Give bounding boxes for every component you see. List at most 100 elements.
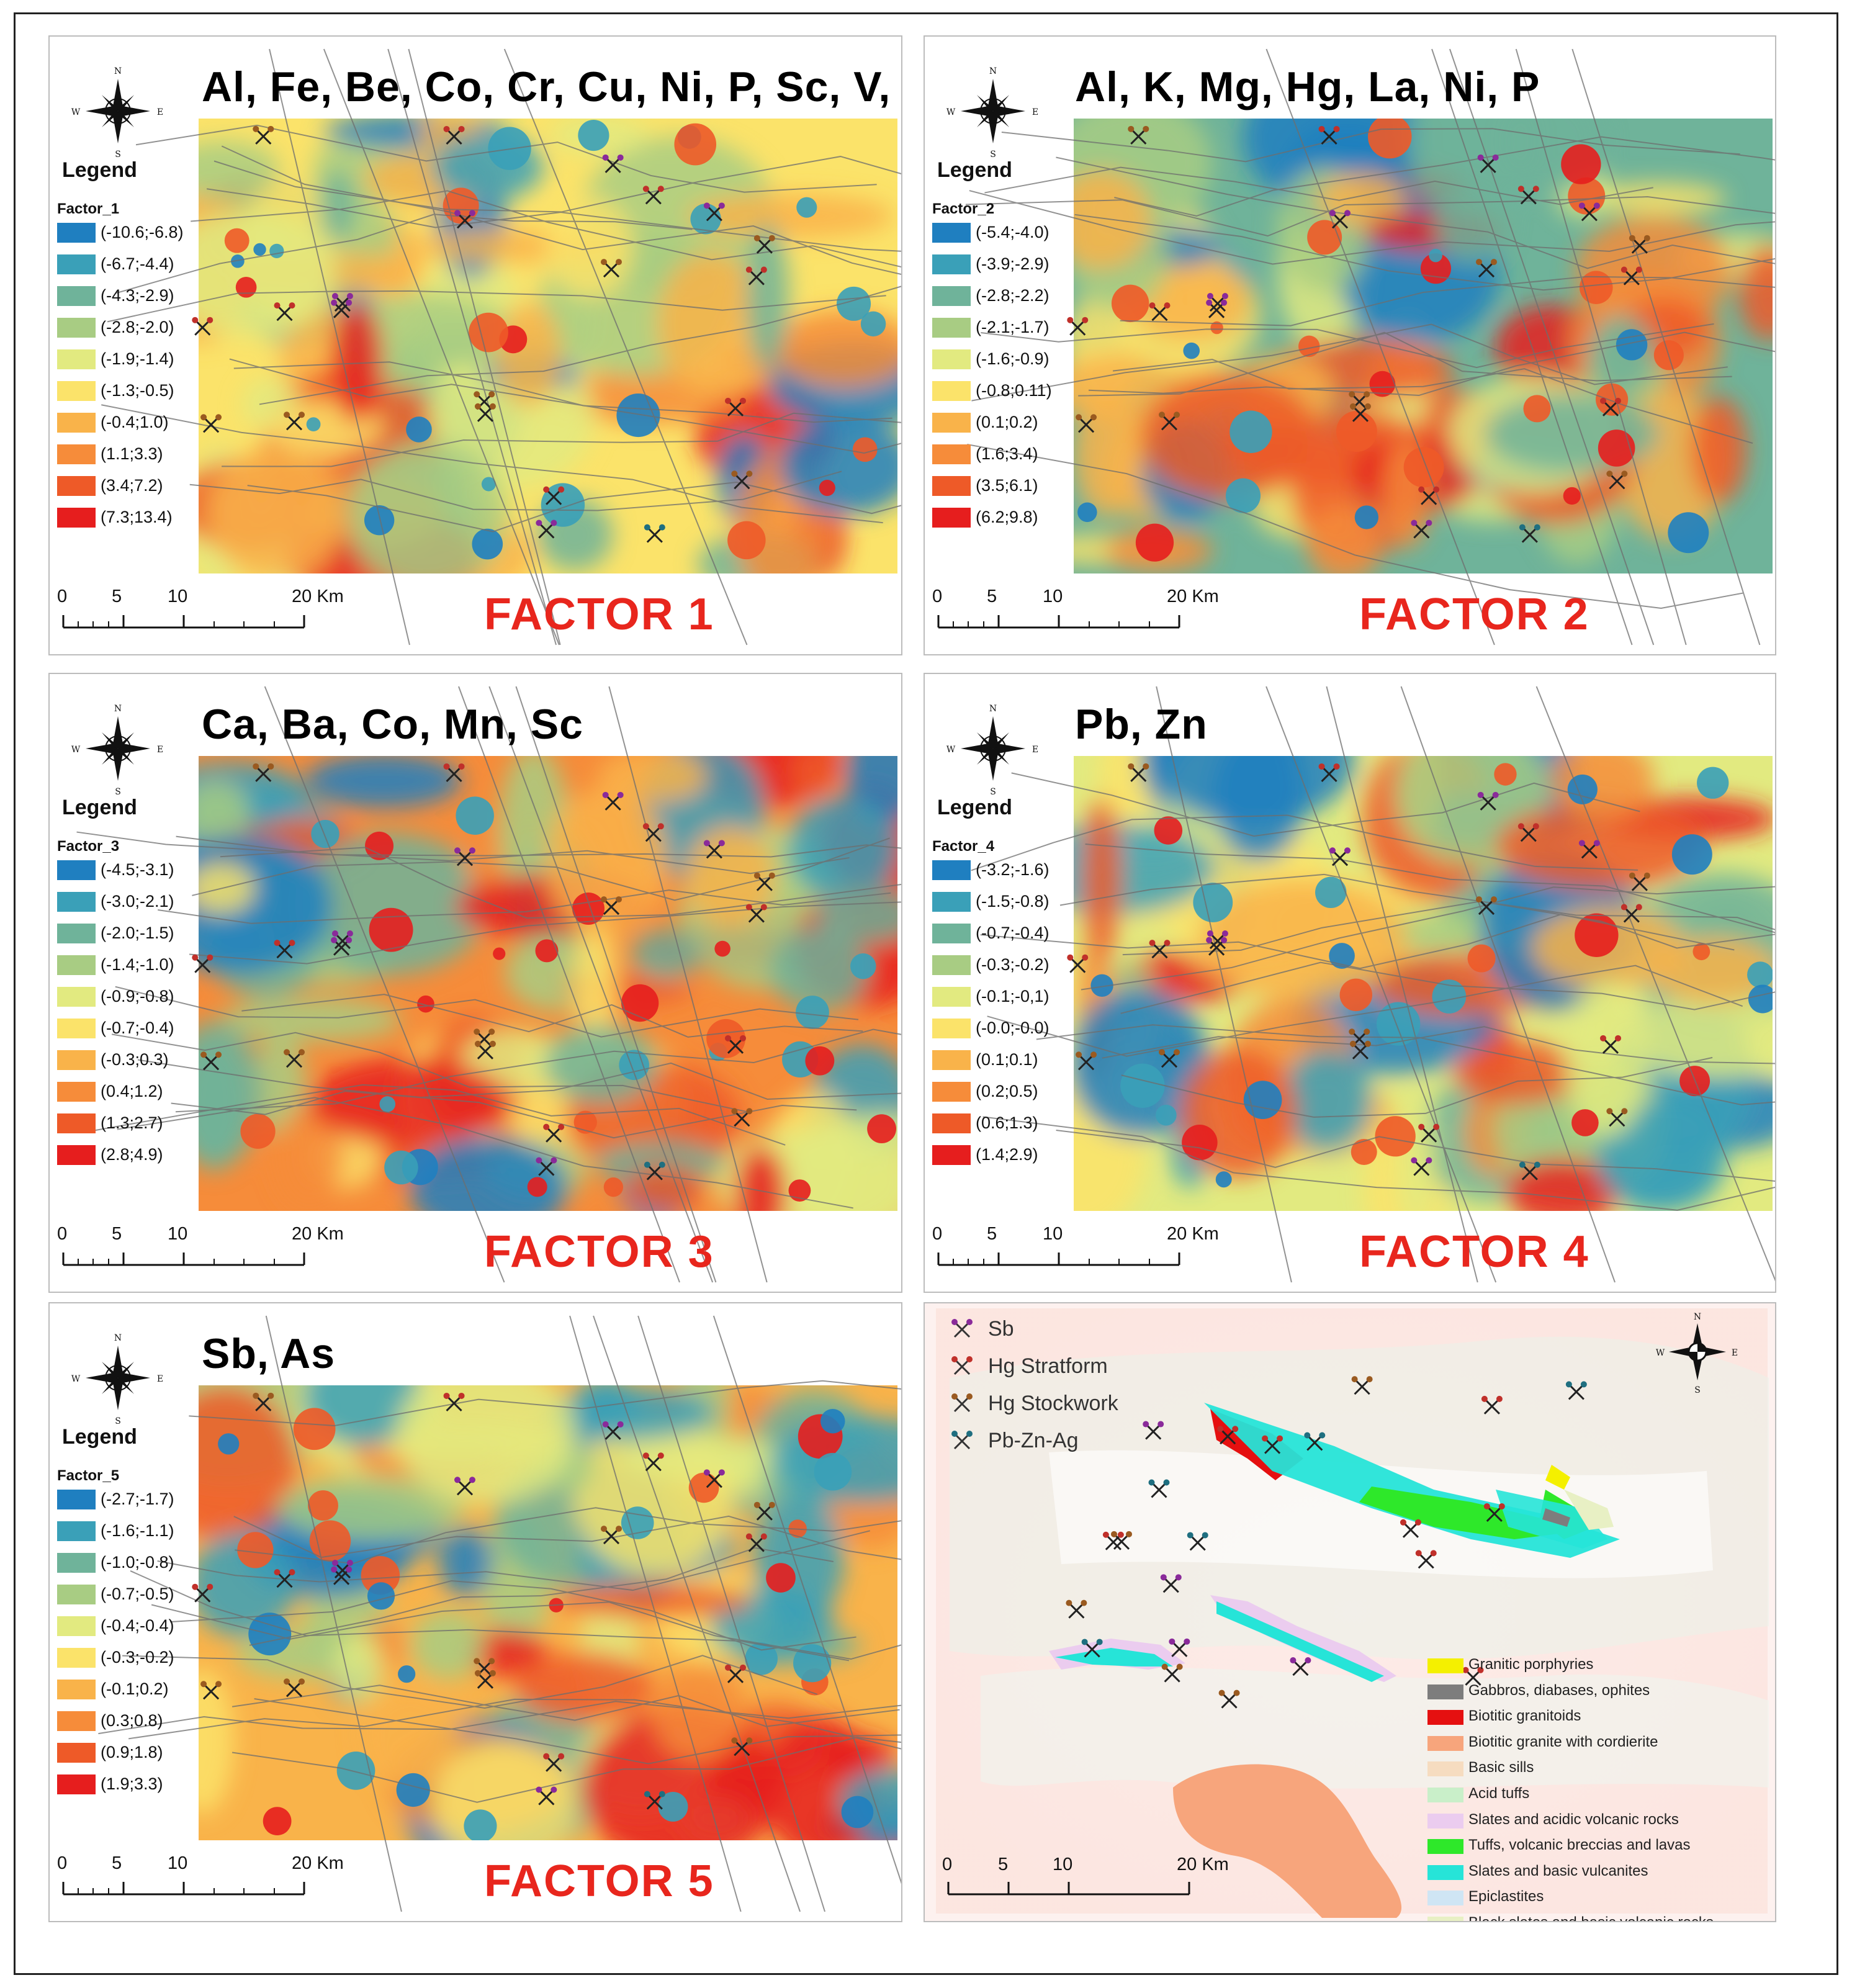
legend-class-row: (0.1;0.2) <box>932 412 1081 435</box>
legend-class-row: (-3.9;-2.9) <box>932 253 1081 277</box>
mine-marker <box>1565 1381 1587 1400</box>
legend-class-row: (-1.4;-1.0) <box>57 954 206 978</box>
factor-1-elements-title: Al, Fe, Be, Co, Cr, Cu, Ni, P, Sc, V, Zn <box>202 63 902 110</box>
legend-swatch <box>57 1019 96 1038</box>
mine-marker <box>642 1452 664 1472</box>
factor-5-label: FACTOR 5 <box>484 1856 714 1906</box>
geology-map-background: N S W E <box>925 1303 1775 1921</box>
mine-marker <box>1411 1157 1432 1176</box>
scale-bar-ruler <box>62 1882 305 1896</box>
mine-marker <box>1290 1657 1311 1676</box>
legend-swatch <box>932 286 971 306</box>
scale-bar-label: 5 <box>987 587 997 606</box>
factor-4-map: N S W E <box>946 686 1775 1283</box>
legend-class-row: (3.4;7.2) <box>57 475 206 498</box>
legend-class-row: (-0.7;-0.4) <box>57 1017 206 1041</box>
legend-class-label: (-2.8;-2.0) <box>101 318 174 336</box>
legend-class-label: (-0.3;-0.2) <box>101 1648 174 1666</box>
mine-marker <box>443 763 465 783</box>
legend-swatch <box>932 924 971 943</box>
mine-marker <box>703 1469 725 1488</box>
geology-unit-swatch <box>1427 1684 1463 1699</box>
factor-panel-2: N S W E Al, K, Mg, Hg, La, Ni, P Legend Factor… <box>924 35 1776 655</box>
geology-unit-swatch <box>1427 1917 1463 1921</box>
mine-marker <box>536 1786 557 1806</box>
scale-bar-label: 10 <box>1043 587 1063 606</box>
geology-unit-label: Biotitic granitoids <box>1468 1707 1581 1725</box>
mine-marker <box>600 1526 622 1545</box>
mine-marker <box>753 1501 775 1521</box>
legend-class-label: (-3.9;-2.9) <box>976 254 1050 273</box>
legend-class-row: (-2.0;-1.5) <box>57 922 206 946</box>
factor-2-map: N S W E <box>946 48 1775 645</box>
legend-class-label: (3.5;6.1) <box>976 476 1038 495</box>
mineral-legend-label: Hg Stockwork <box>988 1392 1118 1415</box>
legend-class-row: (-2.8;-2.2) <box>932 285 1081 308</box>
legend-class-row: (-0.4;1.0) <box>57 412 206 435</box>
mine-marker <box>284 1678 305 1698</box>
mine-marker <box>1206 937 1228 956</box>
mine-marker <box>274 1569 295 1588</box>
legend-swatch <box>932 381 971 401</box>
compass-s-label: S <box>990 150 996 160</box>
legend-swatch <box>57 476 96 496</box>
mine-marker <box>253 1392 274 1411</box>
mine-marker <box>443 125 465 145</box>
factor-3-elements-title: Ca, Ba, Co, Mn, Sc <box>202 701 583 748</box>
geology-unit-label: Black slates and basic volcanic rocks <box>1468 1914 1714 1921</box>
compass-n-label: N <box>1694 1312 1701 1322</box>
scale-bar-ruler <box>62 615 305 629</box>
legend-swatch <box>57 349 96 369</box>
mine-marker <box>443 1392 465 1412</box>
legend-class-row: (-0.9;-0.8) <box>57 986 206 1009</box>
legend-swatch <box>57 223 96 243</box>
scale-bar-label: 0 <box>57 1224 68 1244</box>
compass-w-label: W <box>71 1374 81 1384</box>
mine-marker <box>745 266 767 286</box>
mine-marker <box>602 791 624 811</box>
compass-s-label: S <box>990 787 996 797</box>
mine-marker <box>602 154 624 173</box>
legend-class-label: (1.9;3.3) <box>101 1774 163 1793</box>
legend-class-label: (-1.3;-0.5) <box>101 381 174 400</box>
legend-class-label: (-0.0;-0.0) <box>976 1019 1050 1037</box>
mine-marker <box>1517 823 1539 842</box>
figure-frame <box>14 12 1838 1975</box>
mine-marker <box>474 1658 495 1677</box>
mine-marker <box>454 210 475 229</box>
legend-class-label: (-0.7;-0.4) <box>976 924 1050 942</box>
legend-class-row: (-0.7;-0.5) <box>57 1583 206 1607</box>
mine-marker <box>474 403 496 422</box>
legend-class-row: (0.6;1.3) <box>932 1112 1081 1136</box>
legend-swatch <box>57 1145 96 1165</box>
compass-e-label: E <box>157 1374 163 1384</box>
legend-swatch <box>932 1113 971 1133</box>
scale-bar-ruler <box>937 615 1180 629</box>
mine-marker <box>1415 1550 1437 1569</box>
mine-marker <box>1411 519 1432 539</box>
pickaxe-icon <box>951 1431 973 1450</box>
pickaxe-icon <box>951 1356 973 1375</box>
scale-bar-label: 20 Km <box>1167 587 1219 606</box>
north-arrow-icon: N S W E <box>71 704 163 797</box>
legend-class-label: (-0.3;0.3) <box>101 1050 169 1069</box>
mine-marker <box>745 904 767 923</box>
scale-bar-label: 0 <box>942 1855 953 1874</box>
mine-marker <box>331 299 353 318</box>
legend-swatch <box>57 286 96 306</box>
north-arrow-icon: N S W E <box>71 1333 163 1426</box>
mine-marker <box>1102 1531 1124 1550</box>
factor-panel-5: N S W E Sb, As Legend Factor_5 (-2.7;-1.7) (-1.6… <box>48 1302 902 1922</box>
legend-swatch <box>932 1082 971 1102</box>
mine-marker <box>1481 1395 1503 1415</box>
legend-title: Legend <box>937 796 1012 819</box>
legend-class-label: (0.9;1.8) <box>101 1743 163 1761</box>
scale-bar-label: 10 <box>168 1853 188 1873</box>
mine-marker <box>331 937 353 956</box>
mine-marker <box>192 1583 214 1603</box>
legend-class-row: (1.4;2.9) <box>932 1144 1081 1167</box>
mine-marker <box>1207 293 1228 312</box>
legend-class-label: (-2.0;-1.5) <box>101 924 174 942</box>
legend-swatch <box>57 1680 96 1699</box>
scale-bar-label: 20 Km <box>292 587 344 606</box>
